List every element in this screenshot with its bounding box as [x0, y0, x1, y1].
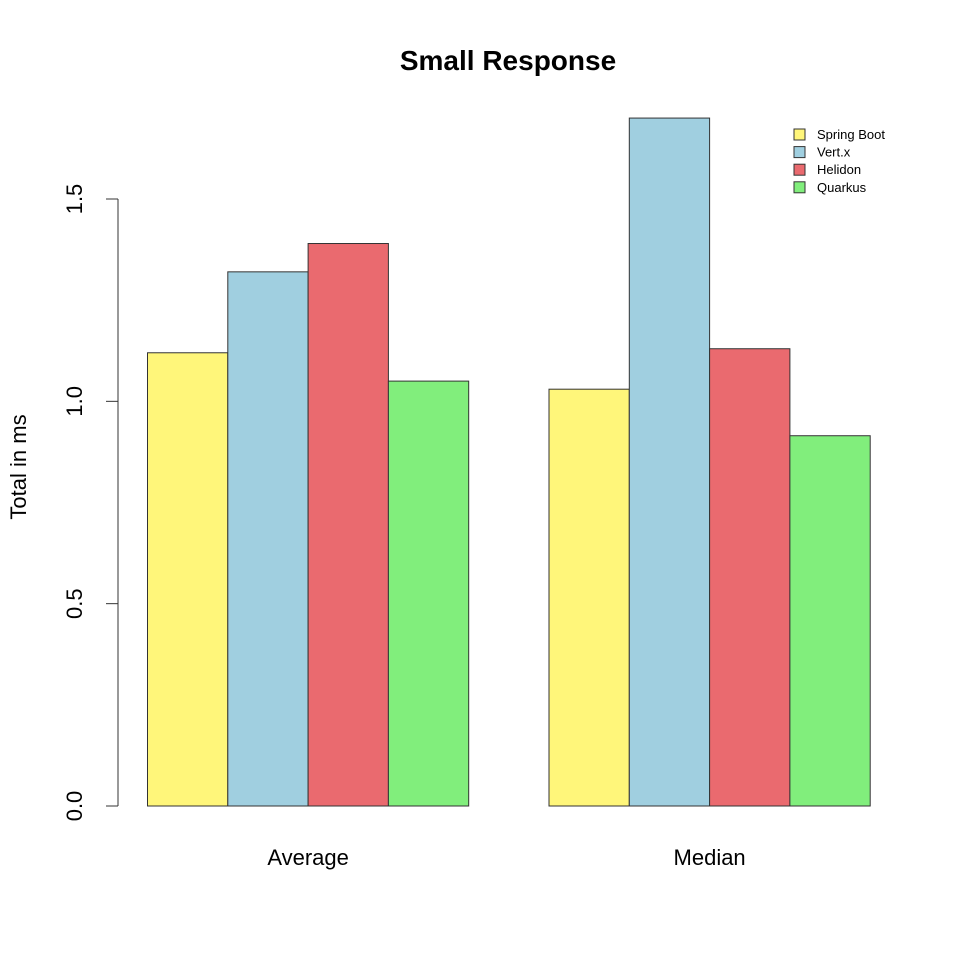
- legend-swatch: [793, 146, 806, 159]
- legend-swatch: [793, 163, 806, 176]
- legend-swatch: [793, 128, 806, 141]
- y-tick-label: 1.0: [62, 386, 87, 417]
- bar-median-helidon: [709, 348, 791, 807]
- bar-average-vert-x: [227, 271, 309, 807]
- legend-label: Vert.x: [817, 145, 851, 160]
- bar-median-vert-x: [628, 117, 711, 807]
- bar-average-quarkus: [387, 380, 470, 807]
- y-axis-label: Total in ms: [6, 414, 31, 519]
- category-label: Median: [674, 845, 746, 870]
- bar-average-spring-boot: [147, 352, 229, 807]
- bar-median-spring-boot: [548, 388, 630, 807]
- legend-label: Quarkus: [817, 180, 867, 195]
- bar-median-quarkus: [789, 435, 871, 807]
- legend-swatch: [793, 181, 806, 194]
- bar-average-helidon: [307, 243, 389, 807]
- category-label: Average: [267, 845, 349, 870]
- category-labels: Average Median: [267, 845, 745, 870]
- legend: Spring Boot Vert.x Helidon Quarkus: [793, 127, 885, 195]
- y-tick-label: 0.5: [62, 588, 87, 619]
- legend-label: Spring Boot: [817, 127, 885, 142]
- y-axis: 0.0 0.5 1.0 1.5: [62, 184, 119, 822]
- legend-label: Helidon: [817, 162, 861, 177]
- y-tick-label: 0.0: [62, 791, 87, 822]
- bars: [147, 117, 871, 807]
- y-tick-label: 1.5: [62, 184, 87, 215]
- chart-title: Small Response: [400, 45, 616, 76]
